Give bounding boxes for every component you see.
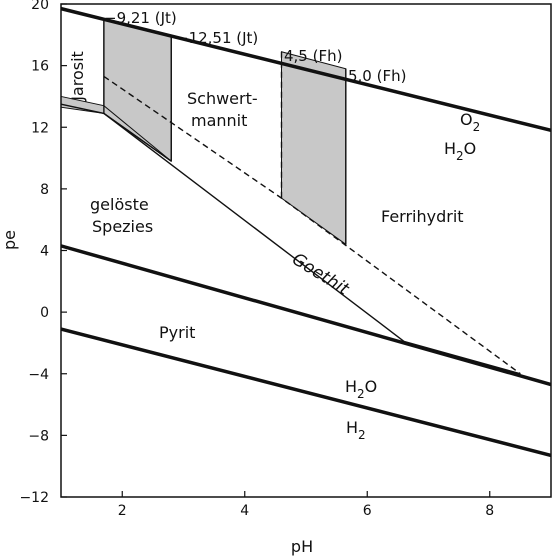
y-tick-label: −8 [28, 428, 49, 444]
h2-subscript: 2 [358, 428, 366, 442]
x-tick-label: 2 [118, 503, 127, 519]
line-H2O/H2 [60, 327, 552, 458]
shade-jt-band [103, 18, 172, 163]
line-goethite-right [103, 75, 521, 375]
geloeste-label-1: gelöste [90, 195, 149, 214]
y-ticks: 20 16 12 8 4 0 −4 −8 −12 [19, 0, 67, 506]
h2o-top-h: H [444, 139, 456, 158]
geloeste-label-2: Spezies [92, 217, 153, 236]
line-goethite-bottom [403, 340, 521, 375]
schwertmannit-label-1: Schwert- [187, 89, 258, 108]
y-axis-title: pe [0, 230, 19, 250]
line-pyrite-upper [60, 244, 552, 387]
y-tick-label: −4 [28, 367, 49, 383]
h2o-top-label: H2O [444, 139, 476, 163]
o2-label: O2 [460, 110, 480, 134]
pyrit-label: Pyrit [159, 323, 195, 342]
h2-label: H2 [346, 418, 366, 442]
y-tick-label: 16 [31, 59, 49, 75]
x-tick-label: 4 [240, 503, 249, 519]
x-ticks: 2 4 6 8 [118, 491, 494, 519]
h2-h: H [346, 418, 358, 437]
y-tick-label: 0 [40, 305, 49, 321]
h2o-top-subscript: 2 [456, 149, 464, 163]
shaded-regions [60, 18, 521, 375]
fh1-label: 4,5 (Fh) [284, 47, 342, 65]
line-goethite-left [103, 112, 405, 342]
h2o-bottom-subscript: 2 [357, 387, 365, 401]
line-O2/H2O [60, 6, 552, 133]
ferrihydrit-label: Ferrihydrit [381, 207, 464, 226]
jt1-label: −9,21 (Jt) [104, 9, 177, 27]
o2-text: O [460, 110, 473, 129]
h2o-bottom-h: H [345, 377, 357, 396]
boundary-lines [60, 6, 552, 458]
vertical-lines [103, 19, 347, 245]
h2o-bottom-o: O [365, 377, 378, 396]
y-tick-label: 12 [31, 120, 49, 136]
h2o-top-o: O [464, 139, 477, 158]
jt2-label: −12,51 (Jt) [176, 29, 258, 47]
o2-subscript: 2 [473, 120, 481, 134]
h2o-bottom-label: H2O [345, 377, 377, 401]
fh2-label: 5,0 (Fh) [348, 67, 406, 85]
jarosit-label: Jarosit [68, 51, 87, 102]
goethit-label: Goethit [288, 249, 353, 300]
x-axis-title: pH [291, 537, 313, 556]
y-tick-label: 4 [40, 244, 49, 260]
x-tick-label: 8 [485, 503, 494, 519]
x-tick-label: 6 [363, 503, 372, 519]
y-tick-label: 8 [40, 182, 49, 198]
schwertmannit-label-2: mannit [191, 111, 247, 130]
shade-fh-band [281, 51, 347, 246]
y-tick-label: −12 [19, 490, 49, 506]
y-tick-label: 20 [31, 0, 49, 13]
